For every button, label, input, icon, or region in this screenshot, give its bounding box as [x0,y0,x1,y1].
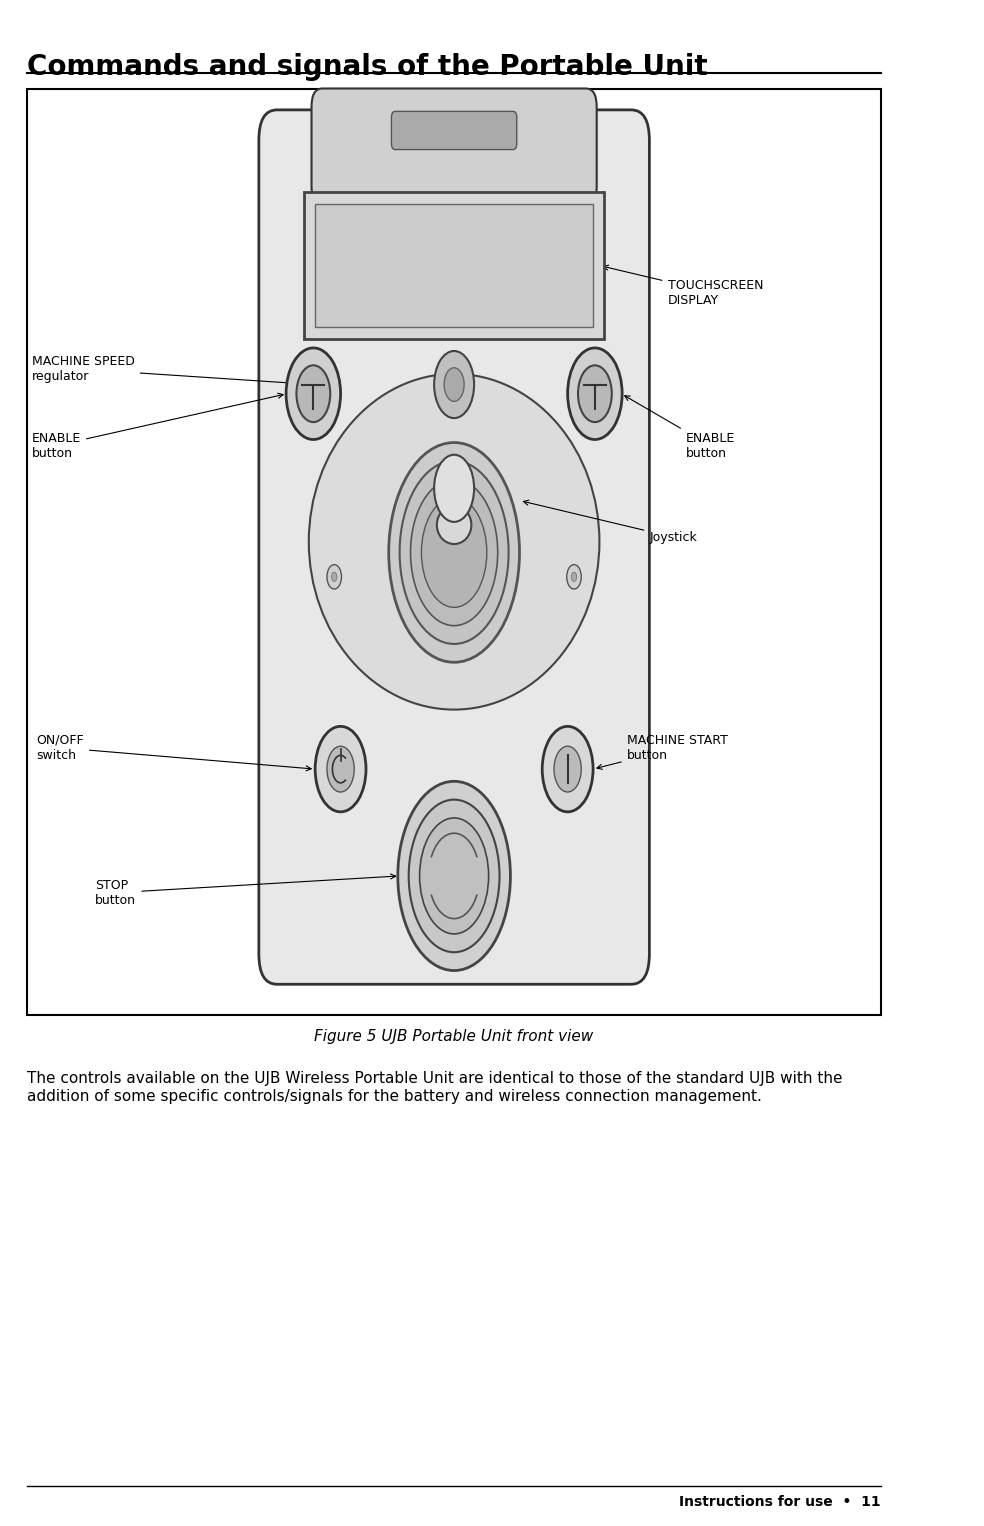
Circle shape [327,565,341,589]
Circle shape [572,572,577,581]
Text: STOP
button: STOP button [95,874,396,906]
FancyBboxPatch shape [259,110,649,984]
Ellipse shape [437,507,471,545]
Circle shape [567,565,582,589]
Text: MACHINE SPEED
regulator: MACHINE SPEED regulator [31,356,310,386]
Circle shape [444,368,464,401]
Circle shape [398,781,511,971]
Circle shape [568,348,622,439]
Circle shape [286,348,340,439]
Circle shape [408,800,500,952]
Text: ENABLE
button: ENABLE button [31,394,283,459]
Circle shape [315,726,366,812]
Text: Joystick: Joystick [523,501,697,543]
Text: ON/OFF
switch: ON/OFF switch [36,734,311,771]
Bar [28,89,881,1015]
Circle shape [327,746,354,792]
Circle shape [554,746,582,792]
Text: Figure 5 UJB Portable Unit front view: Figure 5 UJB Portable Unit front view [315,1029,593,1044]
Circle shape [332,572,337,581]
FancyBboxPatch shape [312,89,596,204]
FancyBboxPatch shape [392,111,517,150]
Circle shape [434,455,474,522]
Circle shape [419,818,489,934]
Text: The controls available on the UJB Wireless Portable Unit are identical to those : The controls available on the UJB Wirele… [28,1071,842,1103]
Text: ENABLE
button: ENABLE button [625,395,735,459]
Text: MACHINE START
button: MACHINE START button [597,734,727,769]
Circle shape [434,351,474,418]
Text: Instructions for use  •  11: Instructions for use • 11 [679,1495,881,1509]
Circle shape [578,365,612,423]
Circle shape [296,365,331,423]
Bar [315,204,593,327]
Circle shape [421,497,487,607]
Circle shape [389,443,520,662]
Text: Commands and signals of the Portable Unit: Commands and signals of the Portable Uni… [28,53,707,81]
Circle shape [400,461,509,644]
Ellipse shape [309,374,599,710]
Circle shape [410,479,498,626]
Bar [304,192,604,339]
Text: TOUCHSCREEN
DISPLAY: TOUCHSCREEN DISPLAY [603,266,763,307]
Circle shape [542,726,593,812]
